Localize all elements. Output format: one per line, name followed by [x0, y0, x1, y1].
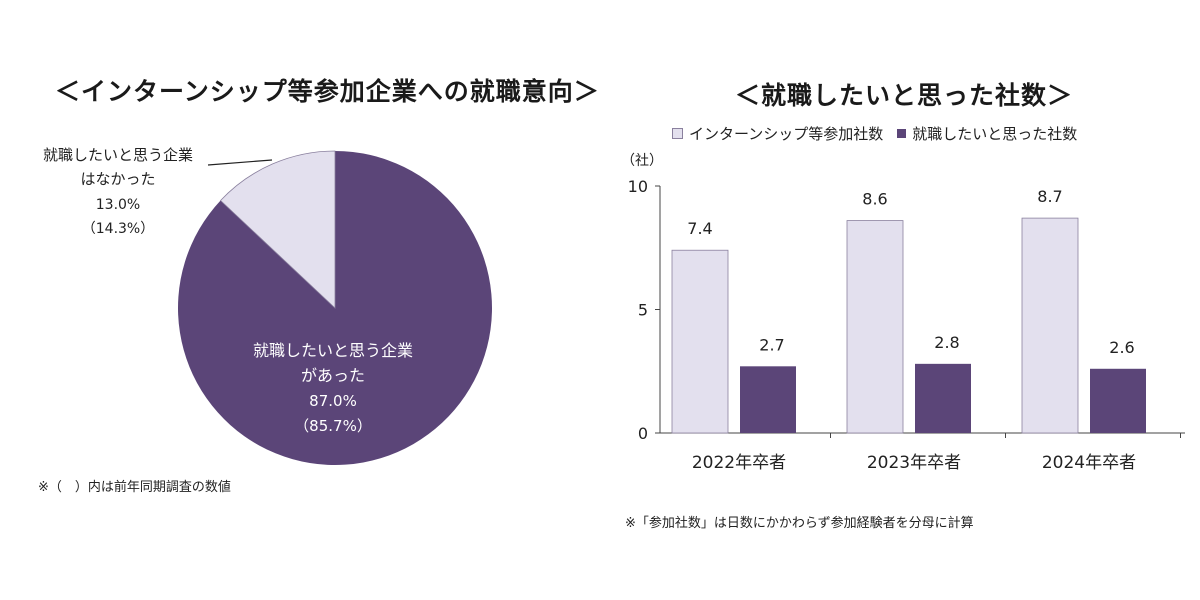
bar-1-1: [915, 364, 971, 433]
bar-1-0: [847, 221, 903, 433]
bar-value-label-2-1: 2.6: [1109, 338, 1134, 357]
bar-2-0: [1022, 218, 1078, 433]
bar-2-1: [1090, 369, 1146, 433]
bar-value-label-0-0: 7.4: [687, 219, 712, 238]
pie-prev-0: （85.7%）: [294, 417, 372, 435]
bar-value-label-1-0: 8.6: [862, 190, 887, 209]
pie-value-1: 13.0%: [96, 197, 140, 213]
bar-value-label-1-1: 2.8: [934, 333, 959, 352]
bar-0-0: [672, 250, 728, 433]
bar-footnote: ※「参加社数」は日数にかかわらず参加経験者を分母に計算: [625, 512, 974, 531]
pie-footnote: ※（ ）内は前年同期調査の数値: [38, 476, 231, 495]
y-tick-label-2: 10: [628, 177, 648, 196]
y-axis-unit: （社）: [621, 153, 663, 169]
bar-0-1: [740, 366, 796, 433]
pie-leader-line: [208, 160, 272, 165]
x-tick-label-2: 2024年卒者: [1042, 453, 1136, 473]
y-tick-label-0: 0: [638, 424, 648, 443]
bar-value-label-2-0: 8.7: [1037, 187, 1062, 206]
x-tick-label-0: 2022年卒者: [692, 453, 786, 473]
pie-prev-1: （14.3%）: [82, 221, 154, 237]
x-tick-label-1: 2023年卒者: [867, 453, 961, 473]
bar-value-label-0-1: 2.7: [759, 335, 784, 354]
y-tick-label-1: 5: [638, 301, 648, 320]
pie-value-0: 87.0%: [309, 392, 357, 410]
pie-label-1-line2: はなかった: [80, 170, 155, 188]
pie-label-0-line2: があった: [301, 366, 365, 385]
charts-canvas: 就職したいと思う企業があった87.0%（85.7%）就職したいと思う企業はなかっ…: [0, 0, 1200, 600]
pie-label-1-line1: 就職したいと思う企業: [43, 146, 193, 164]
pie-label-0-line1: 就職したいと思う企業: [253, 341, 413, 360]
